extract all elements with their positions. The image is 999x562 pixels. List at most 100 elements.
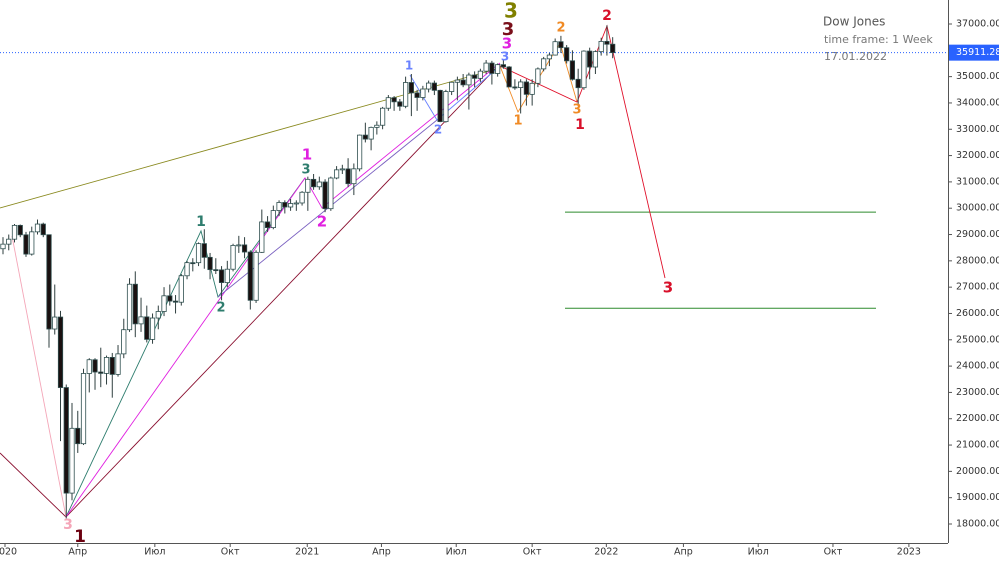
- x-tick-label: 2022: [594, 547, 618, 558]
- candle-body: [282, 202, 288, 208]
- candle-body: [506, 66, 512, 88]
- candle-body: [437, 89, 443, 123]
- candle-body: [201, 243, 207, 258]
- candle-body: [316, 181, 322, 188]
- candle-body: [420, 88, 426, 98]
- candle-body: [230, 245, 236, 270]
- wave-label: 1: [575, 117, 585, 133]
- candle-body: [414, 92, 420, 98]
- candle-body: [483, 62, 489, 72]
- wave-line: [65, 62, 501, 518]
- candle-body: [218, 269, 225, 283]
- x-tick-label: Окт: [221, 547, 240, 558]
- wave-label: 3: [301, 163, 310, 178]
- candle-body: [224, 268, 230, 283]
- candle-body: [541, 58, 547, 70]
- candle-body: [75, 427, 81, 445]
- candle-body: [6, 238, 12, 245]
- candle-body: [431, 82, 437, 91]
- candle-body: [241, 244, 248, 253]
- candle-body: [472, 74, 478, 79]
- wave-label: 1: [513, 114, 522, 129]
- wave-label: 1: [74, 527, 86, 547]
- candle-body: [46, 234, 52, 330]
- y-tick-label: 20000.00: [956, 466, 999, 477]
- candle-body: [339, 168, 345, 171]
- candle-body: [138, 316, 144, 325]
- candle-body: [454, 79, 460, 83]
- y-tick-label: 27000.00: [956, 282, 999, 293]
- candle-body: [184, 262, 190, 277]
- candle-body: [569, 60, 576, 80]
- candle-body: [368, 126, 374, 140]
- wave-label: 1: [302, 146, 312, 164]
- candle-body: [408, 82, 414, 94]
- info-timeframe: time frame: 1 Week: [824, 33, 933, 46]
- candle-body: [489, 62, 495, 74]
- candle-body: [466, 74, 472, 86]
- candle-body: [391, 97, 397, 103]
- candle-body: [443, 91, 449, 123]
- y-tick-label: 31000.00: [956, 176, 999, 187]
- candle-body: [512, 86, 518, 89]
- y-tick-label: 28000.00: [956, 255, 999, 266]
- candle-body: [356, 134, 363, 170]
- candle-body: [207, 256, 213, 271]
- x-tick-label: Июл: [748, 547, 769, 558]
- candle-body: [11, 224, 18, 240]
- wave-label: 3: [502, 19, 515, 40]
- y-tick-label: 37000.00: [956, 19, 999, 30]
- candle-body: [40, 223, 46, 236]
- wave-line: [11, 235, 67, 518]
- candle-body: [236, 244, 242, 247]
- y-tick-label: 26000.00: [956, 308, 999, 319]
- candle-body: [426, 82, 432, 90]
- candle-body: [460, 79, 466, 86]
- x-tick-label: Июл: [144, 547, 165, 558]
- candle-body: [144, 316, 150, 340]
- x-tick-label: Окт: [824, 547, 843, 558]
- candle-body: [34, 223, 41, 233]
- y-tick-label: 25000.00: [956, 334, 999, 345]
- candle-body: [592, 51, 599, 68]
- candle-body: [17, 224, 23, 236]
- candle-body: [500, 64, 506, 68]
- last-price-label: 35911.28: [956, 47, 999, 58]
- candle-body: [126, 283, 133, 331]
- x-tick-label: Окт: [523, 547, 542, 558]
- y-tick-label: 29000.00: [956, 229, 999, 240]
- x-tick-label: Апр: [68, 547, 87, 558]
- candle-body: [86, 359, 92, 374]
- candle-body: [270, 210, 276, 229]
- candle-body: [293, 202, 299, 205]
- candle-body: [581, 50, 587, 89]
- wave-label: 2: [602, 8, 612, 24]
- x-tick-label: Июл: [446, 547, 467, 558]
- candle-body: [575, 78, 581, 89]
- wave-label: 1: [405, 59, 413, 73]
- candle-body: [121, 329, 127, 355]
- candle-body: [518, 81, 524, 88]
- candle-body: [305, 178, 311, 193]
- candle-body: [345, 168, 351, 185]
- candle-body: [598, 41, 604, 53]
- x-tick-label: Апр: [372, 547, 391, 558]
- candle-body: [587, 50, 593, 68]
- candle-body: [92, 359, 98, 373]
- candle-body: [535, 68, 541, 84]
- y-tick-label: 30000.00: [956, 203, 999, 214]
- candle-body: [52, 316, 58, 330]
- candle-body: [155, 311, 161, 319]
- wave-label: 3: [63, 517, 73, 533]
- candle-body: [23, 234, 29, 255]
- y-tick-label: 18000.00: [956, 519, 999, 530]
- candle-body: [109, 356, 115, 375]
- x-tick-label: 2023: [897, 547, 921, 558]
- candle-body: [29, 231, 35, 255]
- candle-body: [276, 202, 282, 211]
- candle-body: [495, 64, 501, 74]
- y-tick-label: 19000.00: [956, 492, 999, 503]
- candle-body: [403, 82, 409, 107]
